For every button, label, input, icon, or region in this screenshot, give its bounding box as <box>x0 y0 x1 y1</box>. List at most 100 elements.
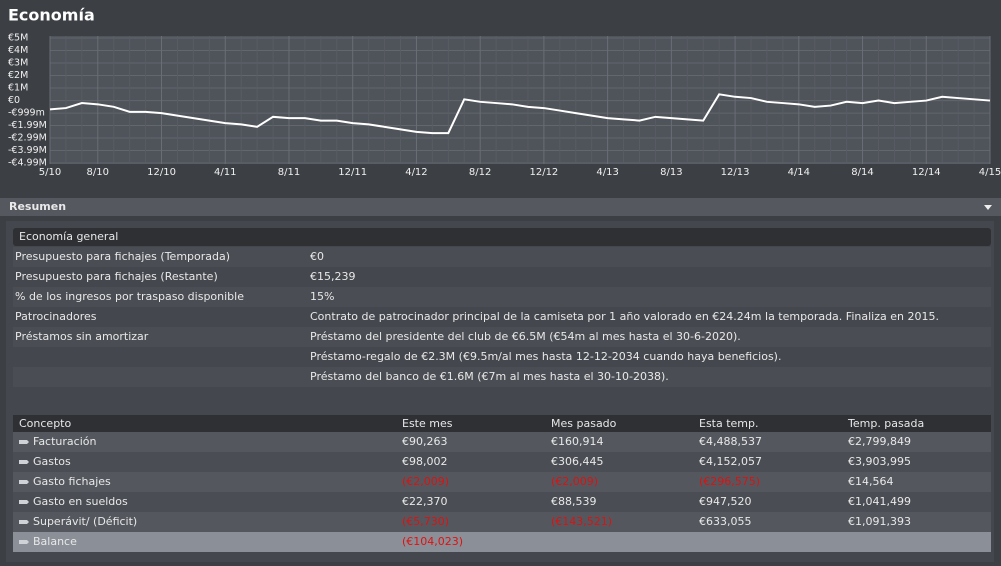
cell: (€2,009) <box>551 475 598 488</box>
page-title: Economía <box>8 6 95 25</box>
row-label: Gastos <box>33 455 71 468</box>
row-label: Gasto en sueldos <box>33 495 128 508</box>
x-tick-label: 5/10 <box>39 167 61 178</box>
row-value: €0 <box>310 250 324 263</box>
row-value: Préstamo-regalo de €2.3M (€9.5m/al mes h… <box>310 350 781 363</box>
table-header <box>13 415 991 433</box>
cell: €98,002 <box>402 455 448 468</box>
row-bullet <box>19 440 29 444</box>
row-label: Facturación <box>33 435 96 448</box>
row-bullet <box>19 460 29 464</box>
x-tick-label: 4/15 <box>979 167 1001 178</box>
x-tick-label: 12/13 <box>721 167 750 178</box>
x-tick-label: 4/14 <box>788 167 810 178</box>
section-title: Resumen <box>9 200 66 213</box>
x-tick-label: 12/12 <box>529 167 558 178</box>
x-tick-label: 12/14 <box>912 167 941 178</box>
table-row[interactable] <box>13 472 991 492</box>
row-bg <box>13 367 991 387</box>
y-tick-label: -€4.99M <box>8 158 47 169</box>
table-row[interactable] <box>13 512 991 532</box>
x-tick-label: 8/13 <box>660 167 682 178</box>
cell: €22,370 <box>402 495 448 508</box>
row-value: Contrato de patrocinador principal de la… <box>310 310 939 323</box>
cell: (€143,521) <box>551 515 612 528</box>
plot-area <box>50 36 990 164</box>
x-tick-label: 4/12 <box>405 167 427 178</box>
x-tick-label: 8/12 <box>469 167 491 178</box>
row-bg <box>13 287 991 307</box>
data-line <box>49 93 991 135</box>
cell: €4,152,057 <box>699 455 762 468</box>
row-label: Patrocinadores <box>15 310 97 323</box>
table-row[interactable] <box>13 492 991 512</box>
y-tick-label: -€999m <box>8 108 45 119</box>
cell: (€296,575) <box>699 475 760 488</box>
cell: €633,055 <box>699 515 752 528</box>
cell: €14,564 <box>848 475 894 488</box>
general-rows: Presupuesto para fichajes (Temporada) €0 P… <box>13 247 991 387</box>
row-bullet <box>19 500 29 504</box>
row-value: Préstamo del banco de €1.6M (€7m al mes … <box>310 370 669 383</box>
chart: €5M€4M €3M€2M €1M€0 -€999m-€1.99M-€2.99M -€3… <box>8 33 1001 179</box>
y-tick-label: €1M <box>8 83 28 94</box>
y-tick-label: €4M <box>8 45 28 56</box>
column-header: Concepto <box>19 417 71 430</box>
row-bg <box>13 247 991 267</box>
cell: (€5,730) <box>402 515 449 528</box>
table-row[interactable] <box>13 452 991 472</box>
row-bg <box>13 267 991 287</box>
cell: €4,488,537 <box>699 435 762 448</box>
column-header: Esta temp. <box>699 417 759 430</box>
row-bg <box>13 347 991 367</box>
column-header: Este mes <box>402 417 453 430</box>
x-tick-label: 12/11 <box>338 167 367 178</box>
row-value: Préstamo del presidente del club de €6.5… <box>310 330 741 343</box>
cell: €88,539 <box>551 495 597 508</box>
cell: €947,520 <box>699 495 752 508</box>
x-tick-label: 8/11 <box>278 167 300 178</box>
y-tick-label: €2M <box>8 70 28 81</box>
y-tick-label: €3M <box>8 58 28 69</box>
row-bg <box>13 327 991 347</box>
cell: (€104,023) <box>402 535 463 548</box>
row-bullet <box>19 540 29 544</box>
row-label: Presupuesto para fichajes (Temporada) <box>15 250 230 263</box>
column-header: Mes pasado <box>551 417 617 430</box>
cell: €90,263 <box>402 435 448 448</box>
panel-title: Economía general <box>19 230 118 243</box>
row-value: 15% <box>310 290 334 303</box>
x-tick-label: 8/14 <box>851 167 873 178</box>
table-row[interactable] <box>13 432 991 452</box>
row-label: % de los ingresos por traspaso disponibl… <box>15 290 244 303</box>
x-tick-label: 8/10 <box>87 167 109 178</box>
cell: €1,091,393 <box>848 515 911 528</box>
table-row[interactable] <box>13 532 991 552</box>
row-label: Presupuesto para fichajes (Restante) <box>15 270 218 283</box>
row-bullet <box>19 480 29 484</box>
x-tick-label: 4/11 <box>214 167 236 178</box>
row-label: Gasto fichajes <box>33 475 111 488</box>
y-tick-label: €5M <box>8 33 28 44</box>
cell: (€2,009) <box>402 475 449 488</box>
y-tick-label: -€2.99M <box>8 132 47 143</box>
collapse-arrow[interactable] <box>984 205 992 210</box>
row-label: Superávit/ (Déficit) <box>33 515 137 528</box>
row-bullet <box>19 520 29 524</box>
table: Concepto Este mes Mes pasado Esta temp. Temp… <box>13 417 991 552</box>
y-tick-label: -€3.99M <box>8 145 47 156</box>
row-value: €15,239 <box>310 270 356 283</box>
row-label: Balance <box>33 535 77 548</box>
section-bar[interactable] <box>0 198 1001 216</box>
cell: €1,041,499 <box>848 495 911 508</box>
y-tick-label: €0 <box>8 95 20 106</box>
cell: €306,445 <box>551 455 604 468</box>
panel-header <box>13 228 991 246</box>
column-header: Temp. pasada <box>847 417 924 430</box>
y-tick-label: -€1.99M <box>8 120 47 131</box>
x-tick-label: 12/10 <box>147 167 176 178</box>
cell: €160,914 <box>551 435 604 448</box>
cell: €3,903,995 <box>848 455 911 468</box>
cell: €2,799,849 <box>848 435 911 448</box>
